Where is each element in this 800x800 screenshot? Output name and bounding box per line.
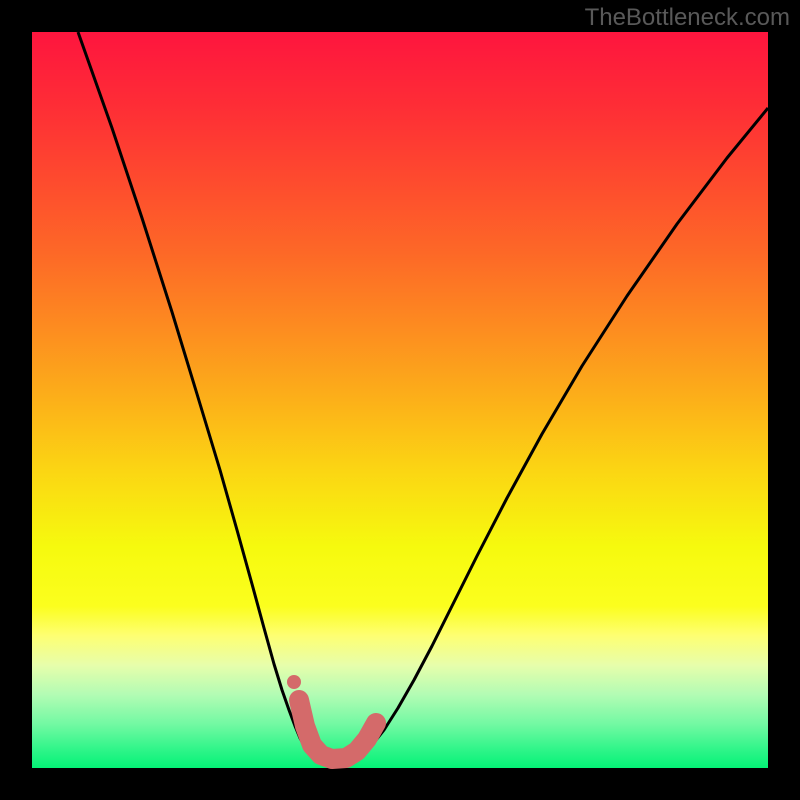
valley-marker-dot xyxy=(287,675,301,689)
plot-area-background xyxy=(32,32,768,768)
watermark-text: TheBottleneck.com xyxy=(585,4,790,32)
bottleneck-chart xyxy=(0,0,800,800)
